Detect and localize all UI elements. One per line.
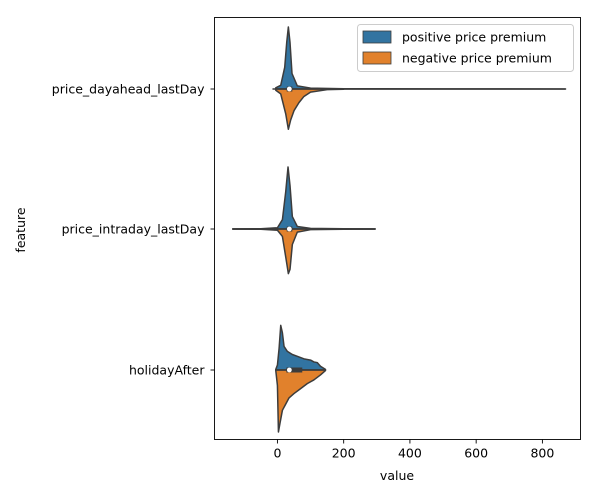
violin-lower-price-intraday-lastday [231, 228, 376, 275]
x-axis-label: value [380, 468, 414, 483]
plot-area [231, 26, 567, 433]
violin-upper-holidayafter [275, 324, 327, 371]
plot-frame [214, 17, 581, 440]
legend-label-negative: negative price premium [402, 51, 552, 66]
y-tick-label-price-dayahead-lastday: price_dayahead_lastDay [52, 82, 205, 97]
legend-box [357, 24, 574, 72]
violin-lower-holidayafter [275, 369, 327, 433]
x-tick-label-800: 800 [530, 446, 554, 461]
y-tick-label-holidayafter: holidayAfter [129, 363, 205, 378]
axes: price_dayahead_lastDay price_intraday_las… [52, 17, 581, 461]
x-tick-label-600: 600 [464, 446, 488, 461]
median-holidayafter [286, 367, 292, 373]
violin-lower-price-dayahead-lastday [275, 88, 345, 131]
y-tick-label-price-intraday-lastday: price_intraday_lastDay [62, 222, 206, 237]
legend-swatch-positive [362, 30, 392, 44]
legend-label-positive: positive price premium [402, 30, 546, 45]
x-tick-label-0: 0 [273, 446, 281, 461]
x-tick-label-200: 200 [332, 446, 356, 461]
violin-upper-price-intraday-lastday [231, 166, 376, 230]
legend-swatch-negative [362, 51, 392, 65]
median-price-dayahead-lastday [286, 86, 292, 92]
median-price-intraday-lastday [286, 226, 292, 232]
legend: positive price premium negative price pr… [357, 24, 574, 72]
x-tick-label-400: 400 [398, 446, 422, 461]
y-axis-label: feature [13, 207, 28, 252]
